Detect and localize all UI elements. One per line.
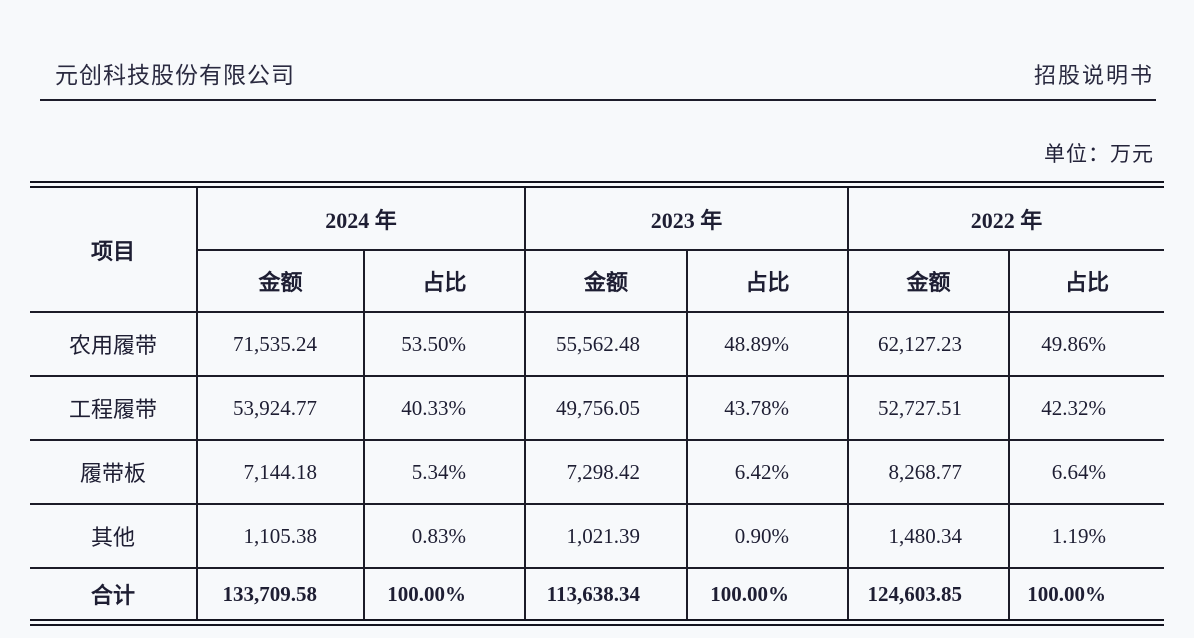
table-row-agricultural-tracks: 农用履带 71,535.24 53.50% 55,562.48 48.89% 6… — [29, 311, 1166, 377]
total-amount-2022: 124,603.85 — [847, 567, 1011, 620]
column-header-ratio-2022: 占比 — [1008, 249, 1166, 313]
amount-2024: 7,144.18 — [196, 439, 365, 505]
amount-2023: 49,756.05 — [524, 375, 689, 441]
column-header-year-2024: 2024 年 — [195, 187, 527, 251]
amount-2022: 52,727.51 — [847, 375, 1011, 441]
revenue-by-product-table: 项目 2024 年 2023 年 2022 年 金额 占比 金额 占比 金额 占… — [29, 187, 1166, 620]
ratio-2022: 49.86% — [1008, 311, 1166, 377]
amount-2023: 7,298.42 — [524, 439, 689, 505]
unit-label: 单位：万元 — [1044, 142, 1154, 166]
ratio-2022: 1.19% — [1008, 503, 1166, 569]
column-header-amount-2023: 金额 — [524, 249, 689, 313]
total-label: 合计 — [29, 567, 198, 620]
amount-2022: 1,480.34 — [847, 503, 1011, 569]
table-top-double-border — [30, 181, 1164, 188]
amount-2024: 1,105.38 — [196, 503, 365, 569]
total-ratio-2022: 100.00% — [1008, 567, 1166, 620]
ratio-2022: 6.64% — [1008, 439, 1166, 505]
ratio-2024: 53.50% — [362, 311, 527, 377]
amount-2022: 8,268.77 — [847, 439, 1011, 505]
column-header-ratio-2024: 占比 — [362, 249, 527, 313]
total-amount-2024: 133,709.58 — [196, 567, 365, 620]
company-name: 元创科技股份有限公司 — [55, 63, 295, 88]
table-row-total: 合计 133,709.58 100.00% 113,638.34 100.00%… — [29, 567, 1166, 620]
column-header-amount-2022: 金额 — [847, 249, 1011, 313]
amount-2022: 62,127.23 — [847, 311, 1011, 377]
column-header-year-2023: 2023 年 — [524, 187, 850, 251]
ratio-2024: 40.33% — [362, 375, 527, 441]
table-bottom-double-border — [30, 619, 1164, 626]
total-amount-2023: 113,638.34 — [524, 567, 689, 620]
table-row-sub-header: 金额 占比 金额 占比 金额 占比 — [30, 249, 1166, 313]
amount-2024: 71,535.24 — [196, 311, 365, 377]
column-header-item: 项目 — [29, 187, 198, 313]
total-ratio-2024: 100.00% — [362, 567, 527, 620]
row-label: 工程履带 — [29, 375, 198, 441]
row-label: 履带板 — [29, 439, 198, 505]
ratio-2023: 48.89% — [686, 311, 850, 377]
column-header-amount-2024: 金额 — [196, 249, 365, 313]
ratio-2024: 0.83% — [362, 503, 527, 569]
table-row-other: 其他 1,105.38 0.83% 1,021.39 0.90% 1,480.3… — [29, 503, 1166, 569]
page-header: 元创科技股份有限公司 招股说明书 — [0, 0, 1194, 90]
row-label: 其他 — [29, 503, 198, 569]
amount-2024: 53,924.77 — [196, 375, 365, 441]
ratio-2023: 6.42% — [686, 439, 850, 505]
ratio-2023: 43.78% — [686, 375, 850, 441]
revenue-table-block: 项目 2024 年 2023 年 2022 年 金额 占比 金额 占比 金额 占… — [29, 181, 1166, 626]
total-ratio-2023: 100.00% — [686, 567, 850, 620]
table-row-year-header: 项目 2024 年 2023 年 2022 年 — [29, 187, 1166, 313]
table-row-engineering-tracks: 工程履带 53,924.77 40.33% 49,756.05 43.78% 5… — [29, 375, 1166, 441]
document-type-label: 招股说明书 — [1033, 63, 1154, 88]
amount-2023: 55,562.48 — [524, 311, 689, 377]
row-label: 农用履带 — [29, 311, 198, 377]
table-row-track-plates: 履带板 7,144.18 5.34% 7,298.42 6.42% 8,268.… — [29, 439, 1166, 505]
ratio-2024: 5.34% — [362, 439, 527, 505]
column-header-ratio-2023: 占比 — [686, 249, 850, 313]
ratio-2023: 0.90% — [686, 503, 850, 569]
ratio-2022: 42.32% — [1008, 375, 1166, 441]
column-header-year-2022: 2022 年 — [847, 187, 1166, 251]
header-rule — [40, 99, 1156, 101]
amount-2023: 1,021.39 — [524, 503, 689, 569]
